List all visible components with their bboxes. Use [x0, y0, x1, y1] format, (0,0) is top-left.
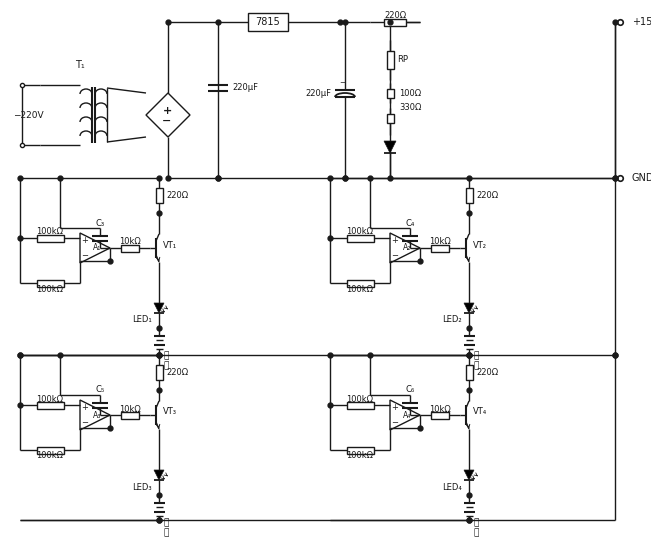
Bar	[36, 447, 64, 454]
Text: 100kΩ: 100kΩ	[36, 395, 64, 403]
Text: 100Ω: 100Ω	[399, 89, 421, 98]
Text: 100kΩ: 100kΩ	[36, 285, 64, 294]
Text: 330Ω: 330Ω	[399, 104, 421, 112]
Text: VT₃: VT₃	[163, 408, 177, 416]
Text: 220Ω: 220Ω	[166, 191, 188, 200]
Text: C₅: C₅	[96, 386, 105, 395]
Bar	[465, 364, 473, 380]
Text: 池: 池	[164, 361, 169, 370]
Bar	[383, 18, 406, 25]
Text: C₄: C₄	[406, 219, 415, 227]
Text: T₁: T₁	[75, 60, 85, 70]
Text: −220V: −220V	[12, 111, 44, 119]
Text: LED₄: LED₄	[442, 483, 462, 491]
Text: −: −	[81, 418, 89, 427]
Text: 电: 电	[474, 518, 479, 528]
Bar	[156, 187, 163, 204]
Text: 220Ω: 220Ω	[384, 11, 406, 21]
Bar	[248, 13, 288, 31]
Polygon shape	[154, 303, 164, 313]
Bar	[346, 280, 374, 287]
Text: LED₂: LED₂	[443, 315, 462, 325]
Text: 220μF: 220μF	[232, 84, 258, 92]
Polygon shape	[384, 141, 396, 153]
Text: 10kΩ: 10kΩ	[429, 238, 451, 246]
Text: 100kΩ: 100kΩ	[36, 227, 64, 237]
Text: A₁: A₁	[93, 244, 101, 253]
Bar	[431, 245, 449, 252]
Bar	[346, 402, 374, 408]
Bar	[121, 245, 139, 252]
Text: VT₁: VT₁	[163, 240, 177, 249]
Text: VT₂: VT₂	[473, 240, 487, 249]
Text: LED₁: LED₁	[132, 315, 152, 325]
Text: +: +	[163, 106, 173, 116]
Text: −: −	[81, 251, 89, 260]
Bar	[387, 89, 393, 98]
Text: 100kΩ: 100kΩ	[36, 451, 64, 461]
Text: −: −	[391, 418, 398, 427]
Text: 100kΩ: 100kΩ	[346, 285, 374, 294]
Text: 100kΩ: 100kΩ	[346, 227, 374, 237]
Text: 220Ω: 220Ω	[476, 368, 498, 377]
Text: 10kΩ: 10kΩ	[429, 404, 451, 414]
Text: C₃: C₃	[96, 219, 105, 227]
Text: −: −	[391, 251, 398, 260]
Text: A₃: A₃	[93, 410, 101, 420]
Text: 池: 池	[164, 529, 169, 537]
Text: VT₄: VT₄	[473, 408, 487, 416]
Bar	[387, 113, 393, 123]
Text: +: +	[81, 403, 89, 412]
Text: 池: 池	[474, 361, 479, 370]
Text: −: −	[339, 80, 345, 86]
Bar	[36, 234, 64, 241]
Text: 100kΩ: 100kΩ	[346, 451, 374, 461]
Bar	[36, 280, 64, 287]
Text: 电: 电	[474, 352, 479, 361]
Text: 池: 池	[474, 529, 479, 537]
Bar	[121, 411, 139, 418]
Text: RP: RP	[397, 56, 408, 64]
Text: A₄: A₄	[403, 410, 411, 420]
Text: +: +	[81, 236, 89, 245]
Text: +: +	[391, 403, 398, 412]
Text: +: +	[391, 236, 398, 245]
Bar	[465, 187, 473, 204]
Polygon shape	[154, 470, 164, 480]
Bar	[387, 51, 393, 69]
Text: 220μF: 220μF	[305, 89, 331, 98]
Text: −: −	[162, 116, 172, 126]
Text: 10kΩ: 10kΩ	[119, 404, 141, 414]
Text: 100kΩ: 100kΩ	[346, 395, 374, 403]
Text: 10kΩ: 10kΩ	[119, 238, 141, 246]
Text: GND: GND	[632, 173, 651, 183]
Text: 7815: 7815	[256, 17, 281, 27]
Text: 220Ω: 220Ω	[166, 368, 188, 377]
Text: 电: 电	[164, 352, 169, 361]
Text: 220Ω: 220Ω	[476, 191, 498, 200]
Bar	[431, 411, 449, 418]
Bar	[36, 402, 64, 408]
Text: A₂: A₂	[403, 244, 411, 253]
Bar	[346, 447, 374, 454]
Bar	[346, 234, 374, 241]
Polygon shape	[464, 470, 474, 480]
Text: LED₃: LED₃	[132, 483, 152, 491]
Polygon shape	[464, 303, 474, 313]
Bar	[156, 364, 163, 380]
Text: C₆: C₆	[406, 386, 415, 395]
Text: +15V: +15V	[632, 17, 651, 27]
Text: 电: 电	[164, 518, 169, 528]
